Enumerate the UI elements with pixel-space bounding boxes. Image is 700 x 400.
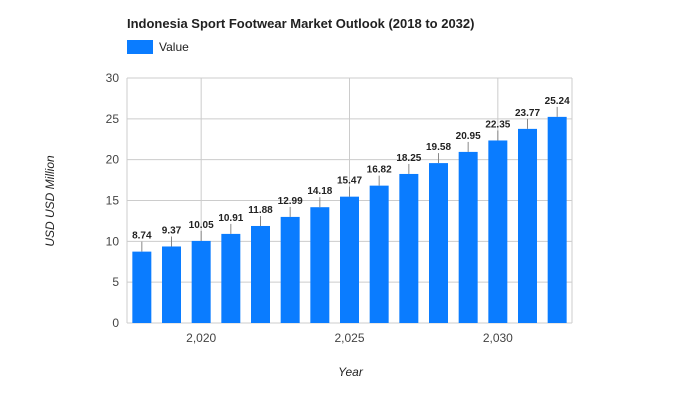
bar bbox=[458, 151, 478, 323]
bar bbox=[340, 196, 359, 323]
data-label: 16.82 bbox=[367, 165, 392, 176]
y-tick-label: 10 bbox=[106, 234, 120, 248]
bar bbox=[132, 251, 152, 323]
x-tick-label: 2,020 bbox=[186, 331, 216, 345]
data-label: 10.05 bbox=[189, 220, 214, 231]
legend-label: Value bbox=[159, 40, 189, 54]
x-axis-title: Year bbox=[338, 365, 364, 379]
bar bbox=[310, 207, 330, 323]
data-label: 18.25 bbox=[396, 153, 421, 164]
bar bbox=[191, 240, 211, 323]
chart-title: Indonesia Sport Footwear Market Outlook … bbox=[127, 16, 475, 31]
y-tick-label: 15 bbox=[106, 194, 120, 208]
y-tick-label: 30 bbox=[106, 71, 120, 85]
y-tick-label: 25 bbox=[106, 112, 120, 126]
y-tick-label: 0 bbox=[112, 316, 119, 330]
data-label: 23.77 bbox=[515, 108, 540, 119]
bar bbox=[547, 116, 567, 323]
data-label: 10.91 bbox=[218, 213, 243, 224]
data-label: 12.99 bbox=[278, 196, 303, 207]
data-label: 20.95 bbox=[456, 131, 481, 142]
data-label: 19.58 bbox=[426, 142, 451, 153]
bar bbox=[280, 216, 300, 323]
bar bbox=[162, 246, 181, 323]
legend: Value bbox=[127, 40, 189, 54]
x-tick-label: 2,030 bbox=[483, 331, 513, 345]
legend-swatch bbox=[127, 40, 153, 54]
y-tick-label: 5 bbox=[112, 275, 119, 289]
data-label: 22.35 bbox=[485, 119, 510, 130]
data-label: 25.24 bbox=[545, 96, 570, 107]
y-tick-label: 20 bbox=[106, 153, 120, 167]
bar bbox=[399, 173, 419, 323]
data-label: 11.88 bbox=[248, 205, 273, 216]
data-label: 8.74 bbox=[132, 231, 152, 242]
data-label: 14.18 bbox=[307, 186, 332, 197]
data-label: 15.47 bbox=[337, 176, 362, 187]
bar bbox=[429, 163, 448, 323]
bar bbox=[518, 128, 537, 323]
bar bbox=[221, 233, 241, 323]
bar bbox=[488, 140, 508, 323]
x-tick-label: 2,025 bbox=[334, 331, 364, 345]
y-axis-title: USD USD Million bbox=[43, 155, 57, 247]
bar bbox=[251, 225, 270, 323]
bar bbox=[369, 185, 389, 323]
data-label: 9.37 bbox=[162, 225, 182, 236]
